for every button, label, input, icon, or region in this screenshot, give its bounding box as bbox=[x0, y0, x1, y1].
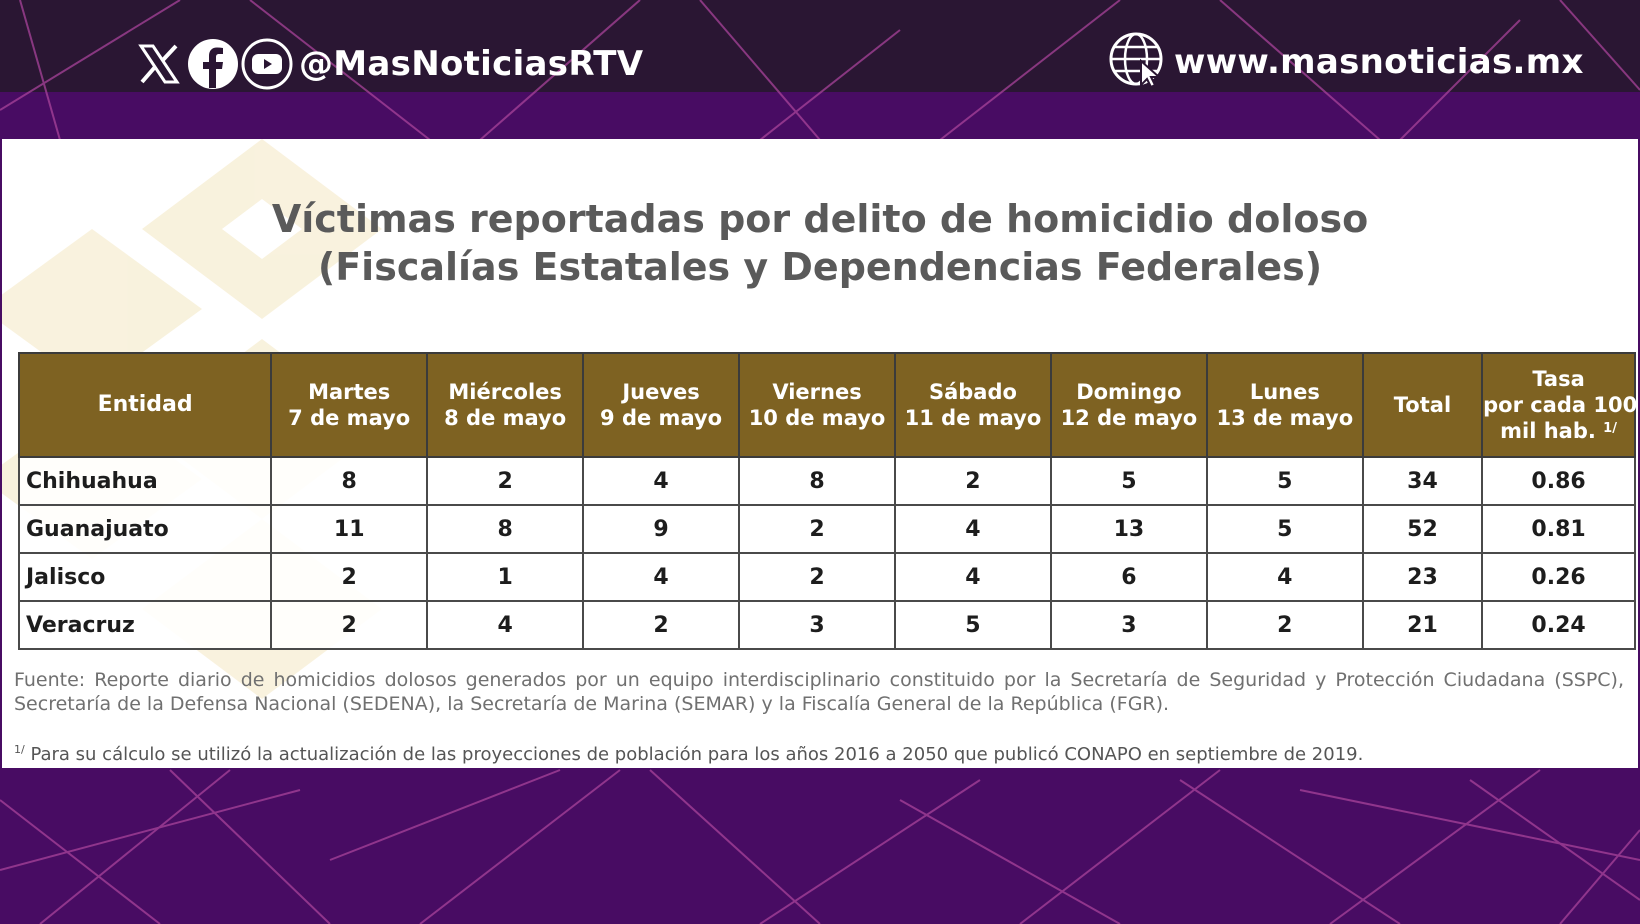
header-tasa: Tasa por cada 100 mil hab. 1/ bbox=[1481, 352, 1637, 458]
cell-entidad: Veracruz bbox=[17, 600, 273, 650]
social-handle[interactable]: @MasNoticiasRTV bbox=[299, 44, 644, 84]
header-day: Sábado 11 de mayo bbox=[893, 352, 1052, 458]
header-entidad: Entidad bbox=[17, 352, 273, 458]
cell-value: 1 bbox=[426, 552, 585, 602]
cell-value: 13 bbox=[1049, 504, 1208, 554]
cell-value: 2 bbox=[582, 600, 741, 650]
cell-value: 2 bbox=[1205, 600, 1364, 650]
header-total: Total bbox=[1361, 352, 1484, 458]
cell-value: 3 bbox=[1049, 600, 1208, 650]
top-bar bbox=[0, 0, 1640, 92]
cell-entidad: Jalisco bbox=[17, 552, 273, 602]
youtube-icon[interactable] bbox=[241, 38, 293, 90]
cell-value: 4 bbox=[893, 552, 1052, 602]
x-icon[interactable] bbox=[133, 38, 185, 90]
facebook-icon[interactable] bbox=[187, 38, 239, 90]
cell-tasa: 0.81 bbox=[1481, 504, 1636, 554]
table-row: Guanajuato 11 8 9 2 4 13 5 52 0.81 bbox=[17, 504, 1636, 554]
cell-entidad: Chihuahua bbox=[17, 456, 273, 506]
homicide-table: Entidad Martes 7 de mayo Miércoles 8 de ma… bbox=[17, 352, 1637, 650]
cell-total: 52 bbox=[1361, 504, 1484, 554]
cell-value: 5 bbox=[1205, 504, 1364, 554]
header-day: Viernes 10 de mayo bbox=[738, 352, 896, 458]
header-day: Lunes 13 de mayo bbox=[1205, 352, 1364, 458]
cell-value: 5 bbox=[1205, 456, 1364, 506]
title-line-1: Víctimas reportadas por delito de homici… bbox=[271, 197, 1369, 241]
cell-tasa: 0.26 bbox=[1481, 552, 1636, 602]
cell-value: 8 bbox=[738, 456, 896, 506]
cell-tasa: 0.86 bbox=[1481, 456, 1636, 506]
table-header-row: Entidad Martes 7 de mayo Miércoles 8 de ma… bbox=[17, 352, 1637, 458]
page-title: Víctimas reportadas por delito de homici… bbox=[2, 195, 1638, 291]
header-day: Miércoles 8 de mayo bbox=[426, 352, 585, 458]
cell-value: 2 bbox=[738, 504, 896, 554]
header-day: Jueves 9 de mayo bbox=[582, 352, 741, 458]
table-body: Chihuahua 8 2 4 8 2 5 5 34 0.86 Guanajuato 11 8 9 2 4 13… bbox=[17, 456, 1636, 650]
table-row: Veracruz 2 4 2 3 5 3 2 21 0.24 bbox=[17, 600, 1636, 650]
cell-value: 4 bbox=[582, 552, 741, 602]
cell-value: 3 bbox=[738, 600, 896, 650]
table-row: Jalisco 2 1 4 2 4 6 4 23 0.26 bbox=[17, 552, 1636, 602]
cell-value: 4 bbox=[1205, 552, 1364, 602]
cell-value: 2 bbox=[270, 552, 429, 602]
cell-value: 8 bbox=[270, 456, 429, 506]
cell-value: 5 bbox=[893, 600, 1052, 650]
cell-total: 23 bbox=[1361, 552, 1484, 602]
footnote: 1/ Para su cálculo se utilizó la actuali… bbox=[14, 743, 1364, 765]
table-row: Chihuahua 8 2 4 8 2 5 5 34 0.86 bbox=[17, 456, 1636, 506]
source-note: Fuente: Reporte diario de homicidios dol… bbox=[14, 669, 1624, 715]
social-header: @MasNoticiasRTV bbox=[133, 34, 643, 94]
header-day: Martes 7 de mayo bbox=[270, 352, 429, 458]
content-card: Víctimas reportadas por delito de homici… bbox=[2, 139, 1638, 768]
cell-value: 2 bbox=[738, 552, 896, 602]
cell-total: 34 bbox=[1361, 456, 1484, 506]
cell-value: 4 bbox=[426, 600, 585, 650]
cell-value: 4 bbox=[893, 504, 1052, 554]
cell-value: 11 bbox=[270, 504, 429, 554]
cell-value: 8 bbox=[426, 504, 585, 554]
cell-value: 2 bbox=[270, 600, 429, 650]
cell-value: 9 bbox=[582, 504, 741, 554]
cell-value: 5 bbox=[1049, 456, 1208, 506]
cell-total: 21 bbox=[1361, 600, 1484, 650]
cell-value: 6 bbox=[1049, 552, 1208, 602]
title-line-2: (Fiscalías Estatales y Dependencias Fede… bbox=[317, 245, 1323, 289]
cell-entidad: Guanajuato bbox=[17, 504, 273, 554]
cell-value: 4 bbox=[582, 456, 741, 506]
website-header: www.masnoticias.mx bbox=[1108, 30, 1584, 94]
header-day: Domingo 12 de mayo bbox=[1049, 352, 1208, 458]
cell-value: 2 bbox=[893, 456, 1052, 506]
cell-value: 2 bbox=[426, 456, 585, 506]
globe-cursor-icon bbox=[1108, 31, 1166, 93]
website-url[interactable]: www.masnoticias.mx bbox=[1174, 42, 1584, 82]
cell-tasa: 0.24 bbox=[1481, 600, 1636, 650]
